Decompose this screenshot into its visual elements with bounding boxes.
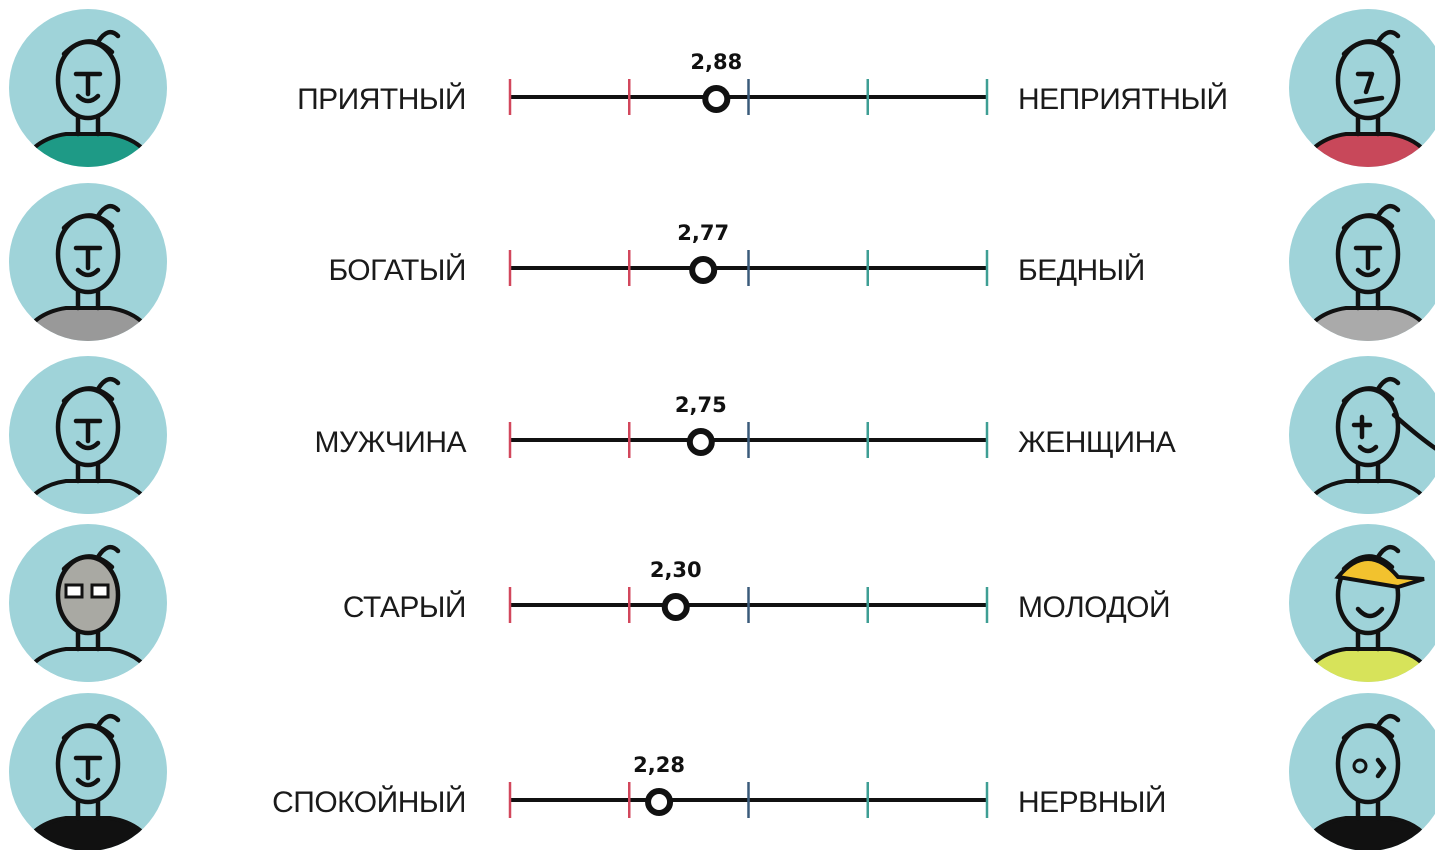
grumpy-man-icon xyxy=(1289,9,1435,167)
value-label: 2,28 xyxy=(633,753,685,777)
young-man-with-cap-icon xyxy=(1289,524,1435,682)
right-label: НЕПРИЯТНЫЙ xyxy=(1018,82,1228,116)
value-label: 2,30 xyxy=(650,558,702,582)
right-label: ЖЕНЩИНА xyxy=(1018,426,1176,459)
rich-man-with-coins-icon xyxy=(9,183,167,341)
old-bearded-man-icon xyxy=(9,524,167,682)
left-label: МУЖЧИНА xyxy=(315,426,467,459)
scale-row: БОГАТЫЙ БЕДНЫЙ 2,77 xyxy=(328,221,1145,287)
nervous-man-icon xyxy=(1289,693,1435,850)
value-label: 2,88 xyxy=(690,50,742,74)
value-marker xyxy=(702,85,731,113)
value-label: 2,75 xyxy=(675,393,727,417)
scale-row: ПРИЯТНЫЙ НЕПРИЯТНЫЙ 2,88 xyxy=(297,50,1228,116)
value-marker xyxy=(661,593,690,621)
right-label: БЕДНЫЙ xyxy=(1018,253,1145,287)
left-label: СПОКОЙНЫЙ xyxy=(272,785,466,819)
right-label: МОЛОДОЙ xyxy=(1018,590,1170,624)
value-marker xyxy=(686,428,715,456)
scale-row: МУЖЧИНА ЖЕНЩИНА 2,75 xyxy=(315,393,1177,459)
man-icon xyxy=(9,356,167,514)
calm-man-icon xyxy=(9,693,167,850)
scale-row: СПОКОЙНЫЙ НЕРВНЫЙ 2,28 xyxy=(272,753,1166,819)
left-label: БОГАТЫЙ xyxy=(328,253,466,287)
value-marker xyxy=(645,788,674,816)
value-marker xyxy=(689,256,718,284)
smiling-man-icon xyxy=(9,9,167,167)
woman-icon xyxy=(1289,356,1435,514)
left-label: СТАРЫЙ xyxy=(343,590,466,624)
poor-man-with-coin-icon xyxy=(1289,183,1435,341)
left-label: ПРИЯТНЫЙ xyxy=(297,82,466,116)
right-label: НЕРВНЫЙ xyxy=(1018,785,1166,819)
value-label: 2,77 xyxy=(677,221,729,245)
scale-row: СТАРЫЙ МОЛОДОЙ 2,30 xyxy=(343,558,1171,624)
